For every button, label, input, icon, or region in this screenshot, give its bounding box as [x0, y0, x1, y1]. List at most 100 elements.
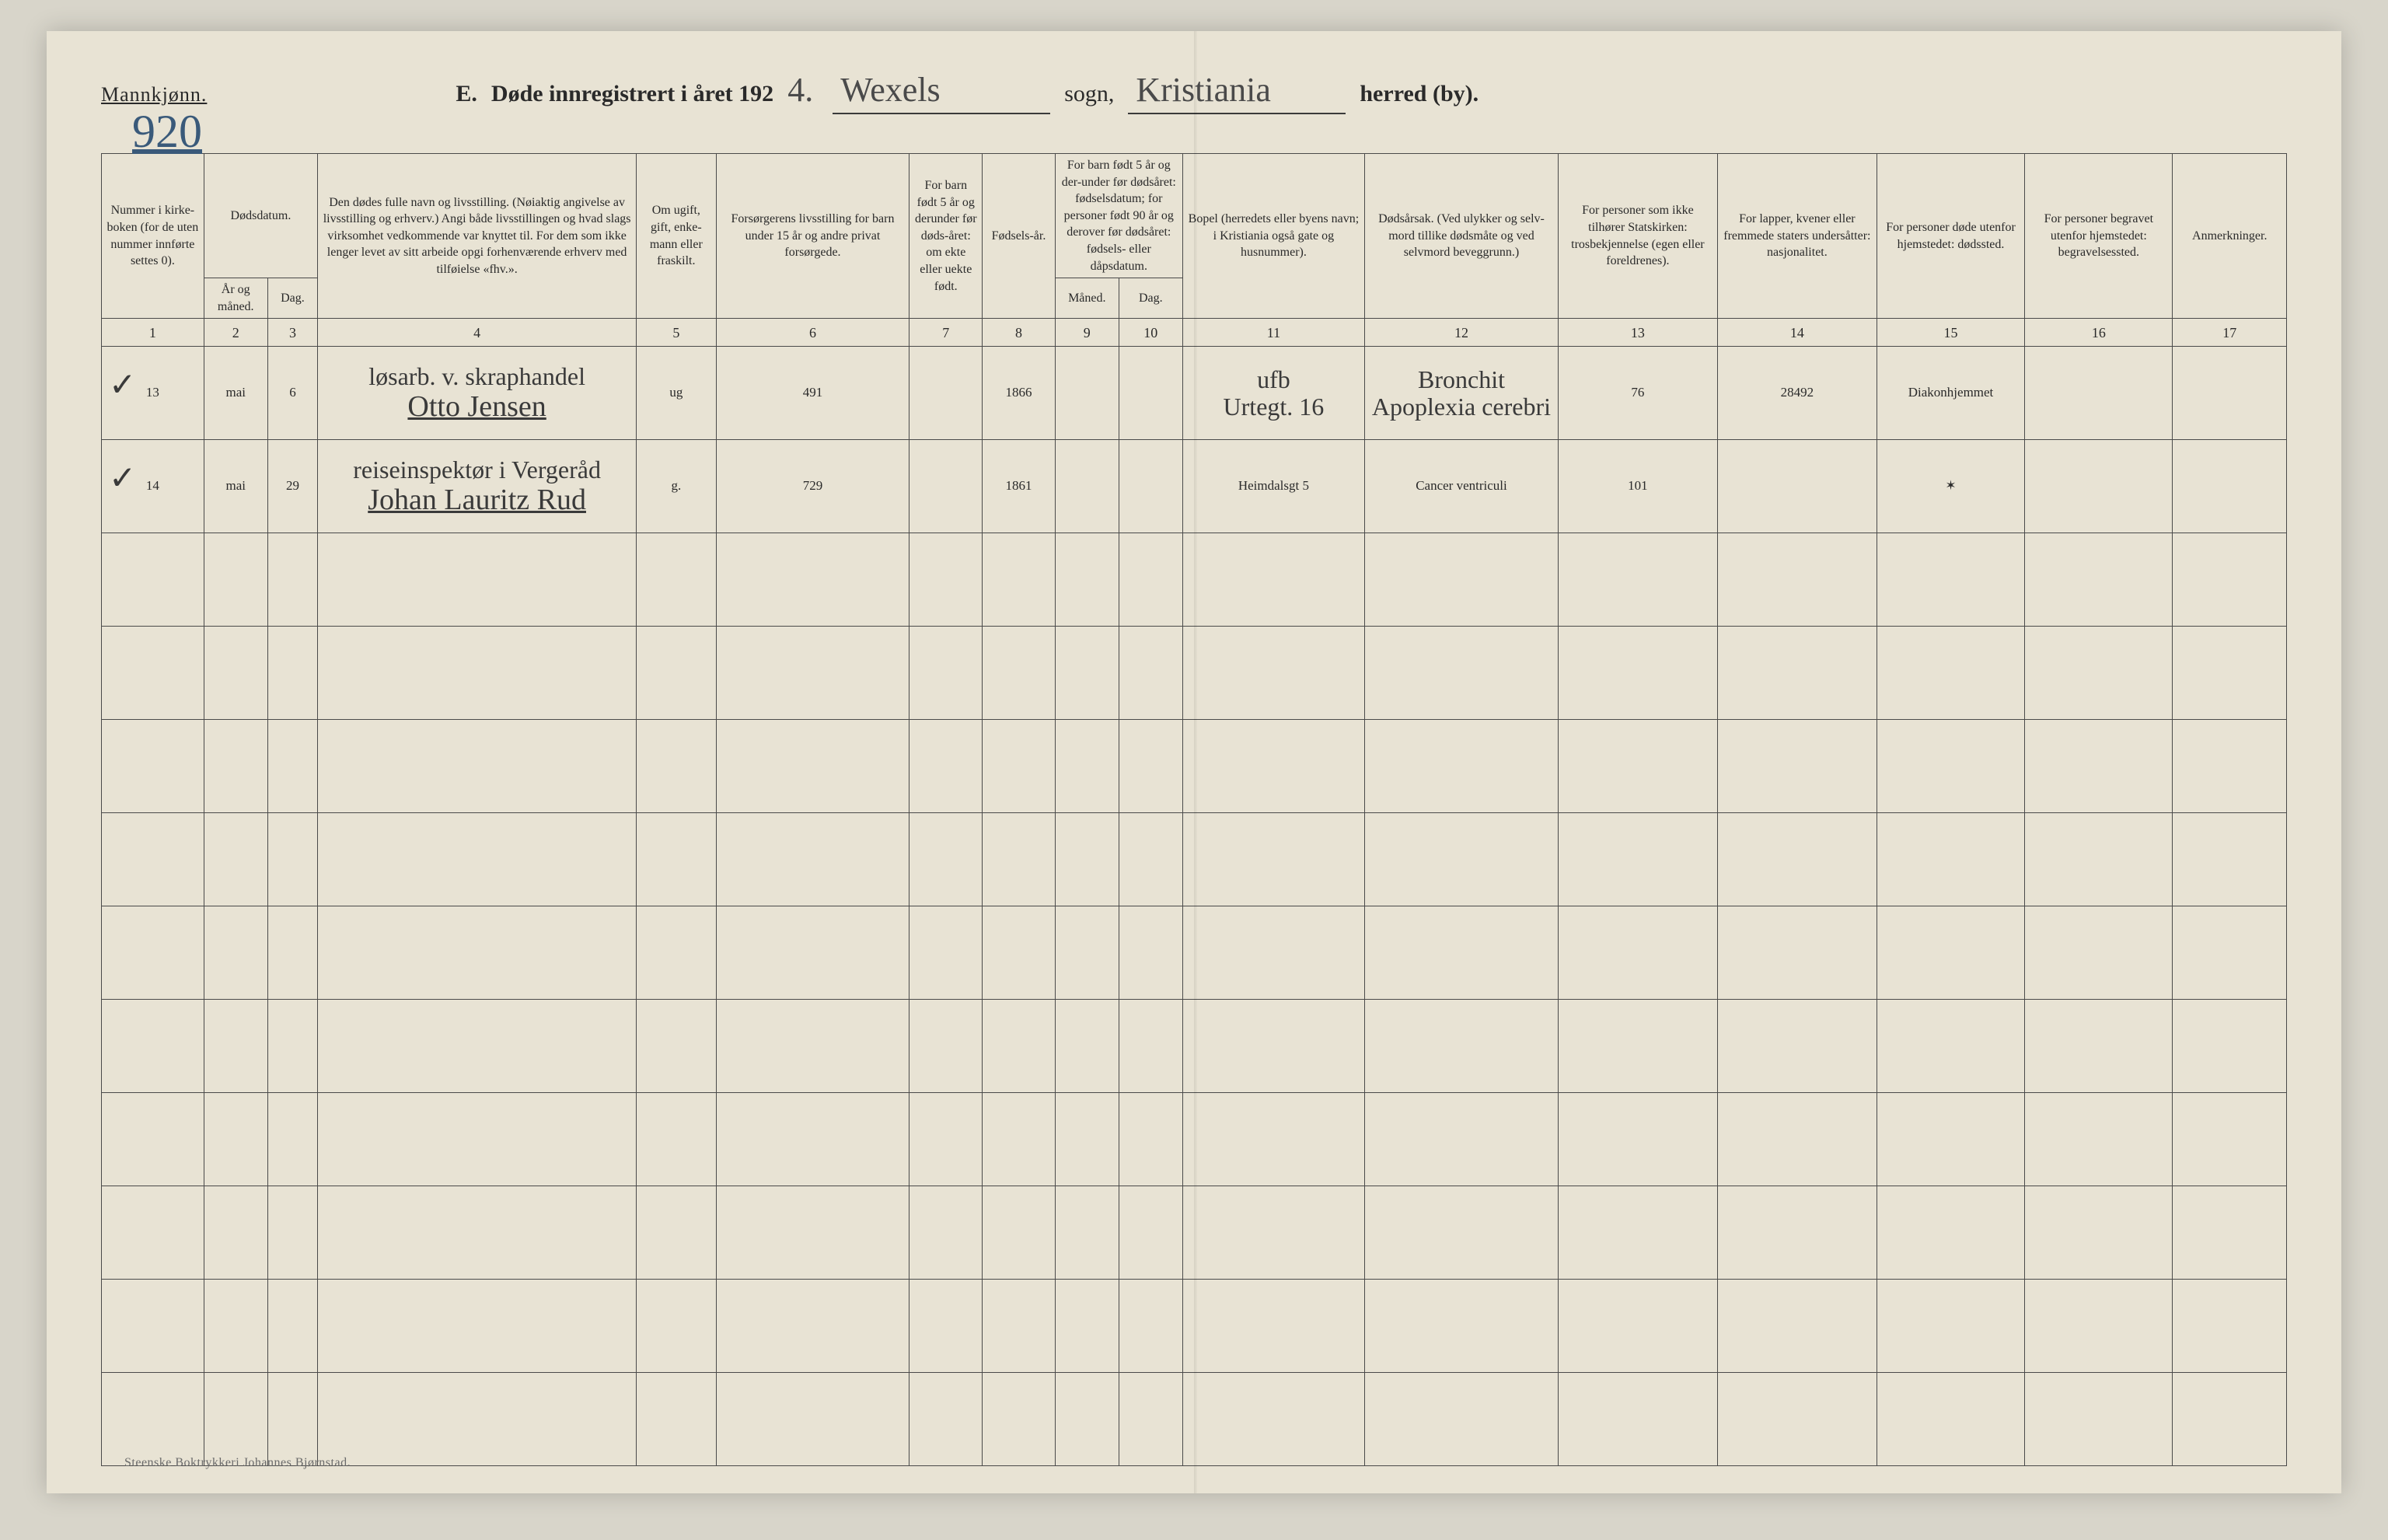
title-section: E. Døde innregistrert i året 192 4. Wexe… [456, 70, 1479, 114]
person-name: Otto Jensen [323, 391, 631, 424]
cell-empty [2025, 813, 2173, 906]
cell-empty [909, 1093, 983, 1186]
cell-empty [909, 627, 983, 720]
cell-empty [909, 813, 983, 906]
cell-empty [267, 906, 317, 1000]
entry-name: reiseinspektør i Vergeråd Johan Lauritz … [318, 440, 637, 533]
cell-empty [318, 627, 637, 720]
col-subheader: Dag. [267, 278, 317, 319]
residence: ufb Urtegt. 16 [1182, 347, 1364, 440]
cell-empty [1877, 1280, 2024, 1373]
cell-empty [983, 627, 1056, 720]
cell-empty [318, 1093, 637, 1186]
colnum: 4 [318, 319, 637, 347]
cell-empty [204, 906, 267, 1000]
cell-empty [1055, 1373, 1119, 1466]
page-number: 920 [132, 105, 202, 159]
cell-empty [2173, 720, 2287, 813]
cell-empty [267, 627, 317, 720]
cell-empty [1558, 906, 1717, 1000]
cell-empty [2173, 1373, 2287, 1466]
colnum: 6 [716, 319, 909, 347]
cell-empty [1182, 1000, 1364, 1093]
cell-empty [2173, 440, 2287, 533]
entry-day: 29 [267, 440, 317, 533]
cell-empty [716, 533, 909, 627]
col-header: Om ugift, gift, enke-mann eller fraskilt… [637, 154, 716, 319]
cell-empty [637, 1186, 716, 1280]
cause-bottom: Apoplexia cerebri [1370, 393, 1553, 421]
cell-empty [1558, 533, 1717, 627]
cell-empty [1365, 720, 1559, 813]
col-header: Fødsels-år. [983, 154, 1056, 319]
cell-empty [2025, 440, 2173, 533]
cell-empty [102, 813, 204, 906]
cell-empty [1119, 440, 1182, 533]
residence-top: ufb [1188, 366, 1360, 393]
cell-empty [318, 813, 637, 906]
cell-empty [2173, 533, 2287, 627]
cell-empty [1365, 627, 1559, 720]
cell-empty [1182, 533, 1364, 627]
cell-empty [909, 1000, 983, 1093]
cell-empty [1055, 1186, 1119, 1280]
cell-empty [716, 1280, 909, 1373]
cell-empty [204, 1373, 267, 1466]
cell-empty [1558, 813, 1717, 906]
cell-empty [1365, 1373, 1559, 1466]
cell-empty [1365, 1280, 1559, 1373]
cell-empty [637, 906, 716, 1000]
cell-empty [2173, 1000, 2287, 1093]
cell-empty [2025, 720, 2173, 813]
cell-empty [204, 720, 267, 813]
year-suffix: 4. [787, 70, 819, 110]
death-place: Diakonhjemmet [1877, 347, 2024, 440]
cell-empty [1119, 1186, 1182, 1280]
occupation-text: reiseinspektør i Vergeråd [323, 456, 631, 484]
cell-empty [318, 1186, 637, 1280]
cell-empty [1119, 813, 1182, 906]
table-row-empty [102, 627, 2287, 720]
cell-empty [2173, 347, 2287, 440]
cell-empty [1119, 533, 1182, 627]
provider-ref: 729 [716, 440, 909, 533]
cell-empty [2025, 533, 2173, 627]
colnum: 9 [1055, 319, 1119, 347]
cell-empty [637, 1093, 716, 1186]
cell-empty [1365, 1093, 1559, 1186]
col-header: For personer som ikke tilhører Statskirk… [1558, 154, 1717, 319]
colnum: 16 [2025, 319, 2173, 347]
cell-empty [716, 1093, 909, 1186]
cell-empty [2173, 813, 2287, 906]
cell-empty [1055, 906, 1119, 1000]
entry-month: mai [204, 347, 267, 440]
cell-empty [2173, 1186, 2287, 1280]
colnum: 7 [909, 319, 983, 347]
cell-empty [1182, 1373, 1364, 1466]
birth-year: 1861 [983, 440, 1056, 533]
cell-empty [983, 1186, 1056, 1280]
col-header: Den dødes fulle navn og livsstilling. (N… [318, 154, 637, 319]
cell-empty [1877, 1186, 2024, 1280]
col13-value: 101 [1558, 440, 1717, 533]
cell-empty [909, 347, 983, 440]
cell-empty [716, 813, 909, 906]
cell-empty [1119, 906, 1182, 1000]
cell-empty [716, 906, 909, 1000]
cell-empty [1055, 1000, 1119, 1093]
cell-empty [1558, 1000, 1717, 1093]
cell-empty [267, 720, 317, 813]
cell-empty [983, 1373, 1056, 1466]
provider-ref: 491 [716, 347, 909, 440]
table-row-empty [102, 533, 2287, 627]
cell-empty [909, 906, 983, 1000]
cell-empty [318, 906, 637, 1000]
colnum: 13 [1558, 319, 1717, 347]
col-header: For barn født 5 år og der-under før døds… [1055, 154, 1182, 278]
table-row-empty [102, 1280, 2287, 1373]
colnum: 5 [637, 319, 716, 347]
cell-empty [983, 720, 1056, 813]
cell-empty [1182, 813, 1364, 906]
cell-empty [1119, 627, 1182, 720]
cell-empty [2173, 1093, 2287, 1186]
